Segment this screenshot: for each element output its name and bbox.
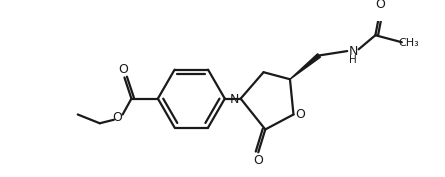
Text: O: O — [295, 108, 305, 121]
Text: N: N — [230, 93, 239, 106]
Text: H: H — [349, 55, 357, 65]
Text: O: O — [118, 63, 129, 76]
Text: CH₃: CH₃ — [398, 38, 419, 48]
Text: O: O — [376, 0, 386, 11]
Text: O: O — [253, 154, 263, 167]
Polygon shape — [290, 54, 320, 79]
Text: N: N — [349, 45, 358, 58]
Text: O: O — [113, 112, 122, 124]
